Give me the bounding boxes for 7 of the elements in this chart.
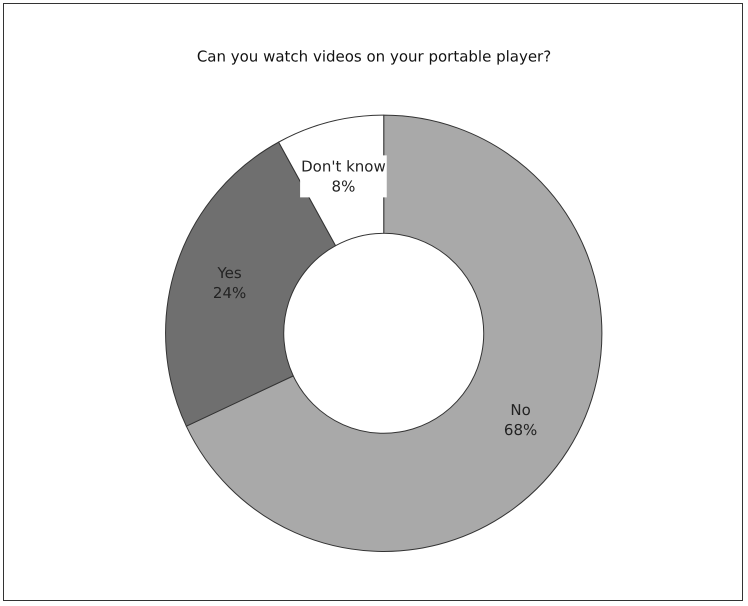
- slice-label: Yes: [216, 264, 242, 282]
- data-label: 8%: [332, 177, 356, 196]
- slice-label: Don't know: [301, 157, 386, 176]
- data-label: 24%: [212, 284, 246, 302]
- chart-title: Can you watch videos on your portable player?: [196, 48, 552, 66]
- data-label: 68%: [504, 421, 538, 440]
- slice-label: No: [510, 401, 531, 420]
